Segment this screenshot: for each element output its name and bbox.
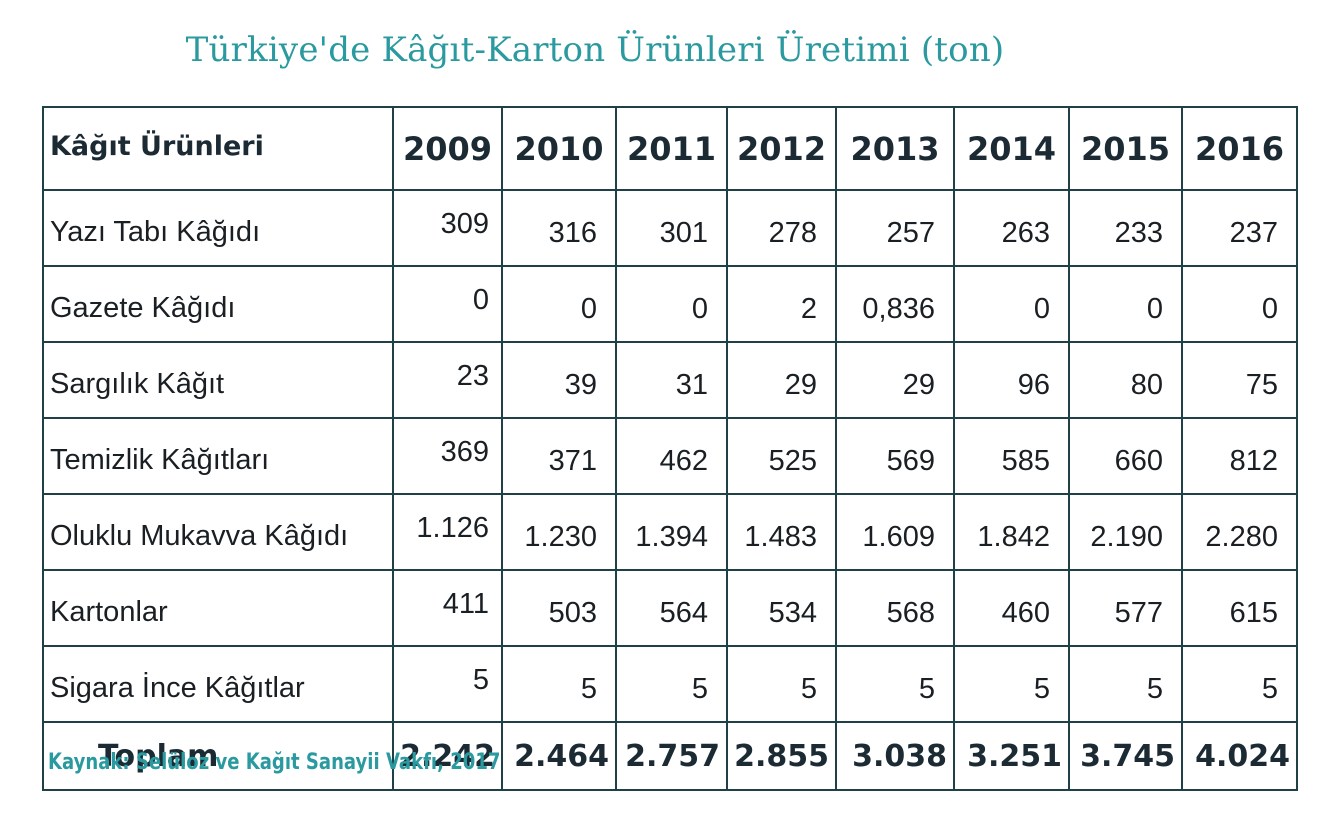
table-cell-2015: 0 (1068, 265, 1183, 343)
table-cell-2014: 96 (953, 341, 1070, 419)
year-header-2012: 2012 (726, 106, 837, 191)
table-cell-2012: 534 (726, 569, 837, 647)
table-cell-2013: 257 (835, 189, 955, 267)
table-title: Türkiye'de Kâğıt-Karton Ürünleri Üretimi… (185, 30, 1005, 70)
table-cell-2010: 0 (501, 265, 617, 343)
table-cell-2011: 5 (615, 645, 728, 723)
table-cell-2011: 301 (615, 189, 728, 267)
row-label: Oluklu Mukavva Kâğıdı (42, 493, 394, 571)
total-cell-2011: 2.757 (615, 721, 728, 791)
table-cell-2010: 371 (501, 417, 617, 495)
row-header-label: Kâğıt Ürünleri (42, 106, 394, 191)
source-note: Kaynak: Selüloz ve Kağıt Sanayii Vakfı, … (48, 750, 501, 775)
table-cell-2009: 1.126 (392, 493, 503, 571)
table-cell-2014: 1.842 (953, 493, 1070, 571)
table-cell-2010: 503 (501, 569, 617, 647)
table-cell-2010: 5 (501, 645, 617, 723)
year-header-2013: 2013 (835, 106, 955, 191)
row-label: Kartonlar (42, 569, 394, 647)
table-cell-2016: 812 (1181, 417, 1298, 495)
table-cell-2009: 5 (392, 645, 503, 723)
table-row: Temizlik Kâğıtları 369 371 462 525 569 585 660 8… (42, 417, 1298, 495)
table-cell-2011: 462 (615, 417, 728, 495)
table-cell-2016: 0 (1181, 265, 1298, 343)
table-cell-2012: 525 (726, 417, 837, 495)
table-cell-2013: 29 (835, 341, 955, 419)
row-label: Yazı Tabı Kâğıdı (42, 189, 394, 267)
table-cell-2016: 5 (1181, 645, 1298, 723)
total-cell-2016: 4.024 (1181, 721, 1298, 791)
year-header-2016: 2016 (1181, 106, 1298, 191)
table-cell-2013: 1.609 (835, 493, 955, 571)
table-cell-2009: 411 (392, 569, 503, 647)
table-cell-2011: 0 (615, 265, 728, 343)
header-row: Kâğıt Ürünleri 2009 2010 2011 2012 2013 2014 2… (42, 106, 1298, 191)
table-cell-2014: 460 (953, 569, 1070, 647)
year-header-2009: 2009 (392, 106, 503, 191)
table-row: Sargılık Kâğıt 23 39 31 29 29 96 80 75 (42, 341, 1298, 419)
table-row: Gazete Kâğıdı 0 0 0 2 0,836 0 0 0 (42, 265, 1298, 343)
row-label: Sigara İnce Kâğıtlar (42, 645, 394, 723)
table-cell-2013: 568 (835, 569, 955, 647)
table-cell-2014: 263 (953, 189, 1070, 267)
table-cell-2009: 309 (392, 189, 503, 267)
table-cell-2010: 1.230 (501, 493, 617, 571)
table-cell-2016: 615 (1181, 569, 1298, 647)
total-cell-2013: 3.038 (835, 721, 955, 791)
table-cell-2015: 80 (1068, 341, 1183, 419)
table-cell-2015: 233 (1068, 189, 1183, 267)
table-cell-2011: 564 (615, 569, 728, 647)
table-cell-2009: 369 (392, 417, 503, 495)
total-label: Toplam (42, 721, 394, 791)
table-cell-2015: 5 (1068, 645, 1183, 723)
table-cell-2010: 316 (501, 189, 617, 267)
year-header-2014: 2014 (953, 106, 1070, 191)
table-cell-2014: 5 (953, 645, 1070, 723)
table-cell-2016: 75 (1181, 341, 1298, 419)
table-row: Sigara İnce Kâğıtlar 5 5 5 5 5 5 5 5 (42, 645, 1298, 723)
table-cell-2016: 2.280 (1181, 493, 1298, 571)
table-cell-2012: 29 (726, 341, 837, 419)
table-cell-2015: 660 (1068, 417, 1183, 495)
table-cell-2012: 5 (726, 645, 837, 723)
production-table: Kâğıt Ürünleri 2009 2010 2011 2012 2013 2014 2… (42, 106, 1298, 791)
table-cell-2013: 569 (835, 417, 955, 495)
total-cell-2012: 2.855 (726, 721, 837, 791)
total-cell-2010: 2.464 (501, 721, 617, 791)
table-cell-2014: 0 (953, 265, 1070, 343)
table-cell-2009: 0 (392, 265, 503, 343)
table-cell-2015: 577 (1068, 569, 1183, 647)
table-cell-2011: 31 (615, 341, 728, 419)
year-header-2010: 2010 (501, 106, 617, 191)
total-cell-2009: 2.242 (392, 721, 503, 791)
table-cell-2015: 2.190 (1068, 493, 1183, 571)
row-label: Temizlik Kâğıtları (42, 417, 394, 495)
year-header-2015: 2015 (1068, 106, 1183, 191)
table-cell-2013: 0,836 (835, 265, 955, 343)
row-label: Gazete Kâğıdı (42, 265, 394, 343)
table-cell-2013: 5 (835, 645, 955, 723)
table-cell-2012: 1.483 (726, 493, 837, 571)
row-label: Sargılık Kâğıt (42, 341, 394, 419)
table-cell-2009: 23 (392, 341, 503, 419)
year-header-2011: 2011 (615, 106, 728, 191)
table-cell-2011: 1.394 (615, 493, 728, 571)
total-cell-2015: 3.745 (1068, 721, 1183, 791)
table-cell-2014: 585 (953, 417, 1070, 495)
table-cell-2012: 278 (726, 189, 837, 267)
table-row: Oluklu Mukavva Kâğıdı 1.126 1.230 1.394 1.48… (42, 493, 1298, 571)
table-cell-2012: 2 (726, 265, 837, 343)
total-cell-2014: 3.251 (953, 721, 1070, 791)
total-row: Toplam 2.242 2.464 2.757 2.855 3.038 3.251 3.74… (42, 721, 1298, 791)
table-cell-2016: 237 (1181, 189, 1298, 267)
table-cell-2010: 39 (501, 341, 617, 419)
table-row: Kartonlar 411 503 564 534 568 460 577 615 (42, 569, 1298, 647)
table-row: Yazı Tabı Kâğıdı 309 316 301 278 257 263 233 237 (42, 189, 1298, 267)
